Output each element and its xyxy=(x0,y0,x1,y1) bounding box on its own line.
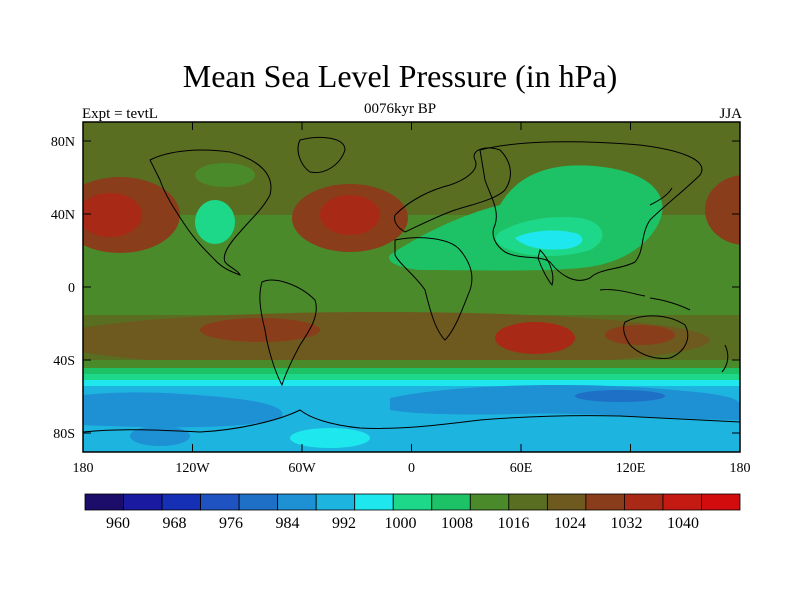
coast-indonesia xyxy=(599,289,691,311)
colorbar-box-15 xyxy=(662,493,702,511)
colorbar-box-5 xyxy=(277,493,317,511)
lon-label-120e: 120E xyxy=(616,461,646,476)
colorbar-label-976: 976 xyxy=(219,515,243,532)
coast-europe xyxy=(394,147,511,233)
colorbar-label-1000: 1000 xyxy=(385,515,417,532)
low-north-america xyxy=(195,200,235,244)
lon-label-180w: 180 xyxy=(73,461,94,476)
lon-label-60e: 60E xyxy=(510,461,533,476)
colorbar-box-7 xyxy=(354,493,394,511)
coast-australia xyxy=(623,315,689,359)
belt-1000 xyxy=(83,380,740,388)
colorbar-box-8 xyxy=(392,493,433,511)
colorbar-box-4 xyxy=(238,493,279,511)
lat-label-40n: 40N xyxy=(51,208,75,223)
coast-africa xyxy=(394,237,473,341)
colorbar-label-992: 992 xyxy=(332,515,356,532)
low-asia-core xyxy=(515,230,583,250)
colorbar-box-13 xyxy=(585,493,625,511)
high-north-pacific-east xyxy=(705,175,740,245)
colorbar-label-1032: 1032 xyxy=(611,515,643,532)
lon-label-180e: 180 xyxy=(730,461,751,476)
belt-1008 xyxy=(83,368,740,376)
colorbar-label-960: 960 xyxy=(106,515,130,532)
colorbar-label-968: 968 xyxy=(163,515,187,532)
colorbar-box-11 xyxy=(508,493,548,511)
colorbar-box-0 xyxy=(84,493,124,511)
colorbar-labels: 960 968 976 984 992 1000 1008 1016 1024 1032 1040 xyxy=(106,515,699,532)
lon-tick-marks xyxy=(82,122,741,452)
high-north-pacific-west-core xyxy=(83,193,142,237)
season-label: JJA xyxy=(719,106,742,122)
lat-label-80s: 80S xyxy=(53,427,75,442)
coast-japan xyxy=(649,187,673,206)
colorbar-label-1008: 1008 xyxy=(441,515,473,532)
antarctic-low-2 xyxy=(290,428,370,448)
belt-1012 xyxy=(83,360,740,370)
colorbar-box-10 xyxy=(469,493,510,511)
plot-title: Mean Sea Level Pressure (in hPa) xyxy=(182,58,618,94)
colorbar-box-12 xyxy=(546,493,587,511)
colorbar-box-14 xyxy=(624,493,664,511)
coast-asia xyxy=(479,141,703,281)
experiment-label: Expt = tevtL xyxy=(82,106,158,122)
colorbar-box-3 xyxy=(200,493,240,511)
lon-label-60w: 60W xyxy=(288,461,316,476)
lon-label-120w: 120W xyxy=(175,461,210,476)
lat-tick-marks xyxy=(83,140,740,434)
colorbar-box-6 xyxy=(315,493,356,511)
high-azores-core xyxy=(320,195,380,235)
low-canada xyxy=(195,163,255,187)
antarctic-low-1 xyxy=(130,426,190,446)
coast-south-america xyxy=(259,279,317,387)
lat-label-80n: 80N xyxy=(51,135,75,150)
colorbar-label-984: 984 xyxy=(276,515,300,532)
coast-greenland xyxy=(297,137,346,174)
coastlines xyxy=(83,137,740,433)
lat-label-40s: 40S xyxy=(53,354,75,369)
high-south-atlantic xyxy=(495,322,575,354)
belt-1004 xyxy=(83,374,740,382)
colorbar-label-1024: 1024 xyxy=(554,515,586,532)
colorbar-box-2 xyxy=(161,493,201,511)
colorbar-box-16 xyxy=(701,493,741,511)
colorbar-box-9 xyxy=(431,493,471,511)
lon-label-0: 0 xyxy=(408,461,415,476)
lat-label-eq: 0 xyxy=(68,281,75,296)
low-ring-west xyxy=(83,392,283,428)
colorbar-label-1040: 1040 xyxy=(667,515,699,532)
coast-antarctica xyxy=(83,409,740,433)
colorbar xyxy=(84,493,741,511)
period-label: 0076kyr BP xyxy=(363,101,437,117)
low-core-east xyxy=(575,390,665,402)
colorbar-label-1016: 1016 xyxy=(498,515,530,532)
high-south-pacific xyxy=(200,318,320,342)
high-indian xyxy=(605,325,675,345)
coast-india xyxy=(537,249,554,287)
pressure-field xyxy=(83,122,740,452)
colorbar-box-1 xyxy=(123,493,163,511)
coast-new-zealand xyxy=(721,344,729,373)
coast-north-america xyxy=(149,149,272,276)
